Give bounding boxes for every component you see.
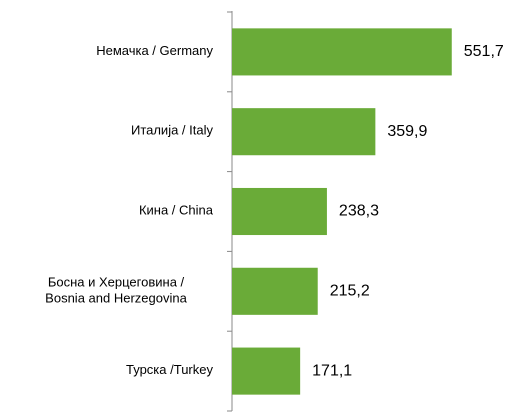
category-label-line: Bosnia and Herzegovina xyxy=(45,291,187,306)
category-label-line: Босна и Херцеговина / xyxy=(48,275,185,290)
value-label: 238,3 xyxy=(339,203,379,220)
category-label: Немачка / Germany xyxy=(96,43,213,58)
value-label: 171,1 xyxy=(312,362,352,379)
category-label-line: Италија / Italy xyxy=(131,123,214,138)
value-label: 551,7 xyxy=(464,43,504,60)
bar xyxy=(232,28,452,76)
category-label-line: Немачка / Germany xyxy=(96,43,213,58)
category-label: Турска /Turkey xyxy=(126,363,213,378)
category-label: Италија / Italy xyxy=(131,123,214,138)
category-label-line: Кина / China xyxy=(139,203,214,218)
category-label: Кина / China xyxy=(139,203,214,218)
bar xyxy=(232,267,318,315)
bar xyxy=(232,187,327,236)
value-label: 359,9 xyxy=(387,123,427,140)
value-label: 215,2 xyxy=(330,283,370,300)
category-label-line: Турска /Turkey xyxy=(126,363,213,378)
category-label: Босна и Херцеговина / Bosnia and Herzegov… xyxy=(45,275,187,306)
bar xyxy=(232,108,376,156)
bar xyxy=(232,347,301,395)
